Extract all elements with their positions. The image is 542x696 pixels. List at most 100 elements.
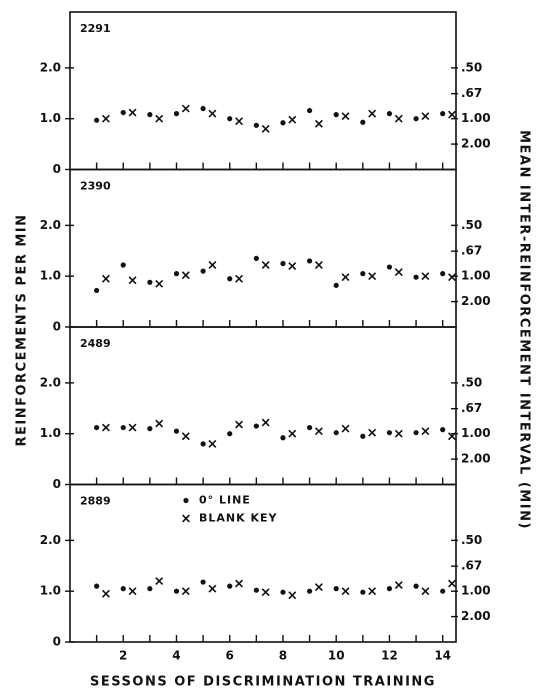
y-tick-label: 1.0 — [40, 426, 61, 440]
x-tick-label: 8 — [279, 649, 287, 663]
dot-point — [173, 111, 180, 117]
dot-point — [200, 579, 206, 585]
dot-point — [227, 116, 233, 122]
x-point — [394, 114, 403, 123]
x-point — [208, 109, 217, 118]
dot-point — [280, 589, 286, 595]
x-point — [235, 274, 244, 283]
x-point — [314, 427, 323, 436]
x-tick-label: 6 — [226, 649, 234, 663]
dot-point — [200, 441, 206, 447]
dot-point — [306, 424, 313, 431]
dot-point — [333, 430, 339, 436]
dot-point — [360, 119, 366, 125]
y-tick-label: 1.0 — [40, 269, 61, 283]
dot-point — [94, 583, 100, 589]
legend-dot — [183, 497, 189, 504]
x-point — [368, 587, 377, 596]
x-point — [368, 428, 377, 437]
dot-point — [253, 255, 259, 262]
dot-point — [280, 260, 286, 267]
panel-title: 2390 — [80, 180, 111, 193]
x-point — [288, 429, 297, 438]
dot-point — [386, 111, 393, 117]
dot-point — [413, 430, 419, 436]
y2-tick-label: 2.00 — [461, 137, 491, 151]
x-point — [421, 272, 430, 281]
x-point — [421, 112, 430, 121]
y2-axis-title: MEAN INTER-REINFORCEMENT INTERVAL (MIN) — [517, 130, 532, 530]
dot-point — [253, 122, 259, 128]
x-tick-label: 2 — [119, 649, 127, 663]
x-point — [101, 114, 110, 123]
dot-point — [227, 276, 233, 282]
x-point — [448, 579, 456, 588]
dot-point — [147, 279, 153, 285]
y2-tick-label: 1.00 — [461, 426, 491, 440]
dot-point — [227, 583, 233, 589]
legend-label: BLANK KEY — [199, 512, 278, 525]
dot-point — [386, 586, 393, 592]
x-point — [341, 587, 350, 596]
x-point — [421, 587, 430, 596]
y-tick-label: 0 — [53, 162, 61, 176]
x-point — [101, 423, 110, 432]
panel-title: 2291 — [80, 22, 111, 35]
x-point — [101, 589, 110, 598]
y-tick-label: 2.0 — [40, 375, 61, 389]
dot-point — [360, 271, 366, 277]
y2-tick-label: .50 — [461, 218, 482, 232]
dot-point — [94, 424, 100, 431]
x-point — [368, 272, 377, 281]
x-point — [421, 427, 430, 436]
dot-point — [413, 583, 419, 589]
dot-point — [333, 112, 339, 118]
y2-tick-label: 1.00 — [461, 584, 491, 598]
dot-point — [173, 271, 180, 277]
x-point — [155, 577, 164, 585]
dot-point — [440, 111, 446, 117]
y2-tick-label: 1.00 — [461, 111, 491, 125]
dot-point — [120, 262, 126, 268]
y2-tick-label: 2.00 — [461, 609, 491, 623]
dot-point — [333, 282, 339, 288]
dot-point — [94, 117, 100, 123]
y2-tick-label: .67 — [461, 86, 482, 100]
dot-point — [200, 105, 206, 112]
x-point — [208, 584, 217, 593]
x-point — [155, 279, 164, 288]
x-point — [235, 420, 244, 429]
y2-tick-label: .67 — [461, 244, 482, 258]
x-point — [128, 276, 137, 285]
y-tick-label: 0 — [53, 635, 61, 649]
dot-point — [360, 589, 366, 595]
dot-point — [173, 588, 180, 594]
x-point — [448, 273, 456, 282]
dot-point — [333, 586, 339, 592]
y-tick-label: 2.0 — [40, 533, 61, 547]
y-axis-title: REINFORCEMENTS PER MIN — [15, 213, 30, 446]
dot-point — [413, 116, 419, 122]
x-tick-label: 10 — [328, 649, 345, 663]
x-point — [181, 104, 190, 113]
dot-point — [280, 435, 286, 441]
dot-point — [440, 427, 446, 433]
dot-point — [227, 431, 233, 437]
x-point — [448, 432, 456, 441]
x-point — [288, 262, 297, 270]
y2-tick-label: 2.00 — [461, 452, 491, 466]
y2-tick-label: .67 — [461, 559, 482, 573]
dot-point — [173, 428, 180, 434]
dot-point — [360, 433, 366, 439]
y-tick-label: 0 — [53, 320, 61, 334]
y2-tick-label: 2.00 — [461, 294, 491, 308]
x-point — [261, 261, 270, 269]
dot-point — [440, 271, 446, 277]
x-point — [368, 109, 377, 118]
y2-tick-label: 1.00 — [461, 269, 491, 283]
x-point — [394, 429, 403, 438]
dot-point — [413, 274, 419, 280]
x-point — [155, 419, 164, 428]
y2-tick-label: .50 — [461, 375, 482, 389]
x-point — [288, 591, 297, 600]
